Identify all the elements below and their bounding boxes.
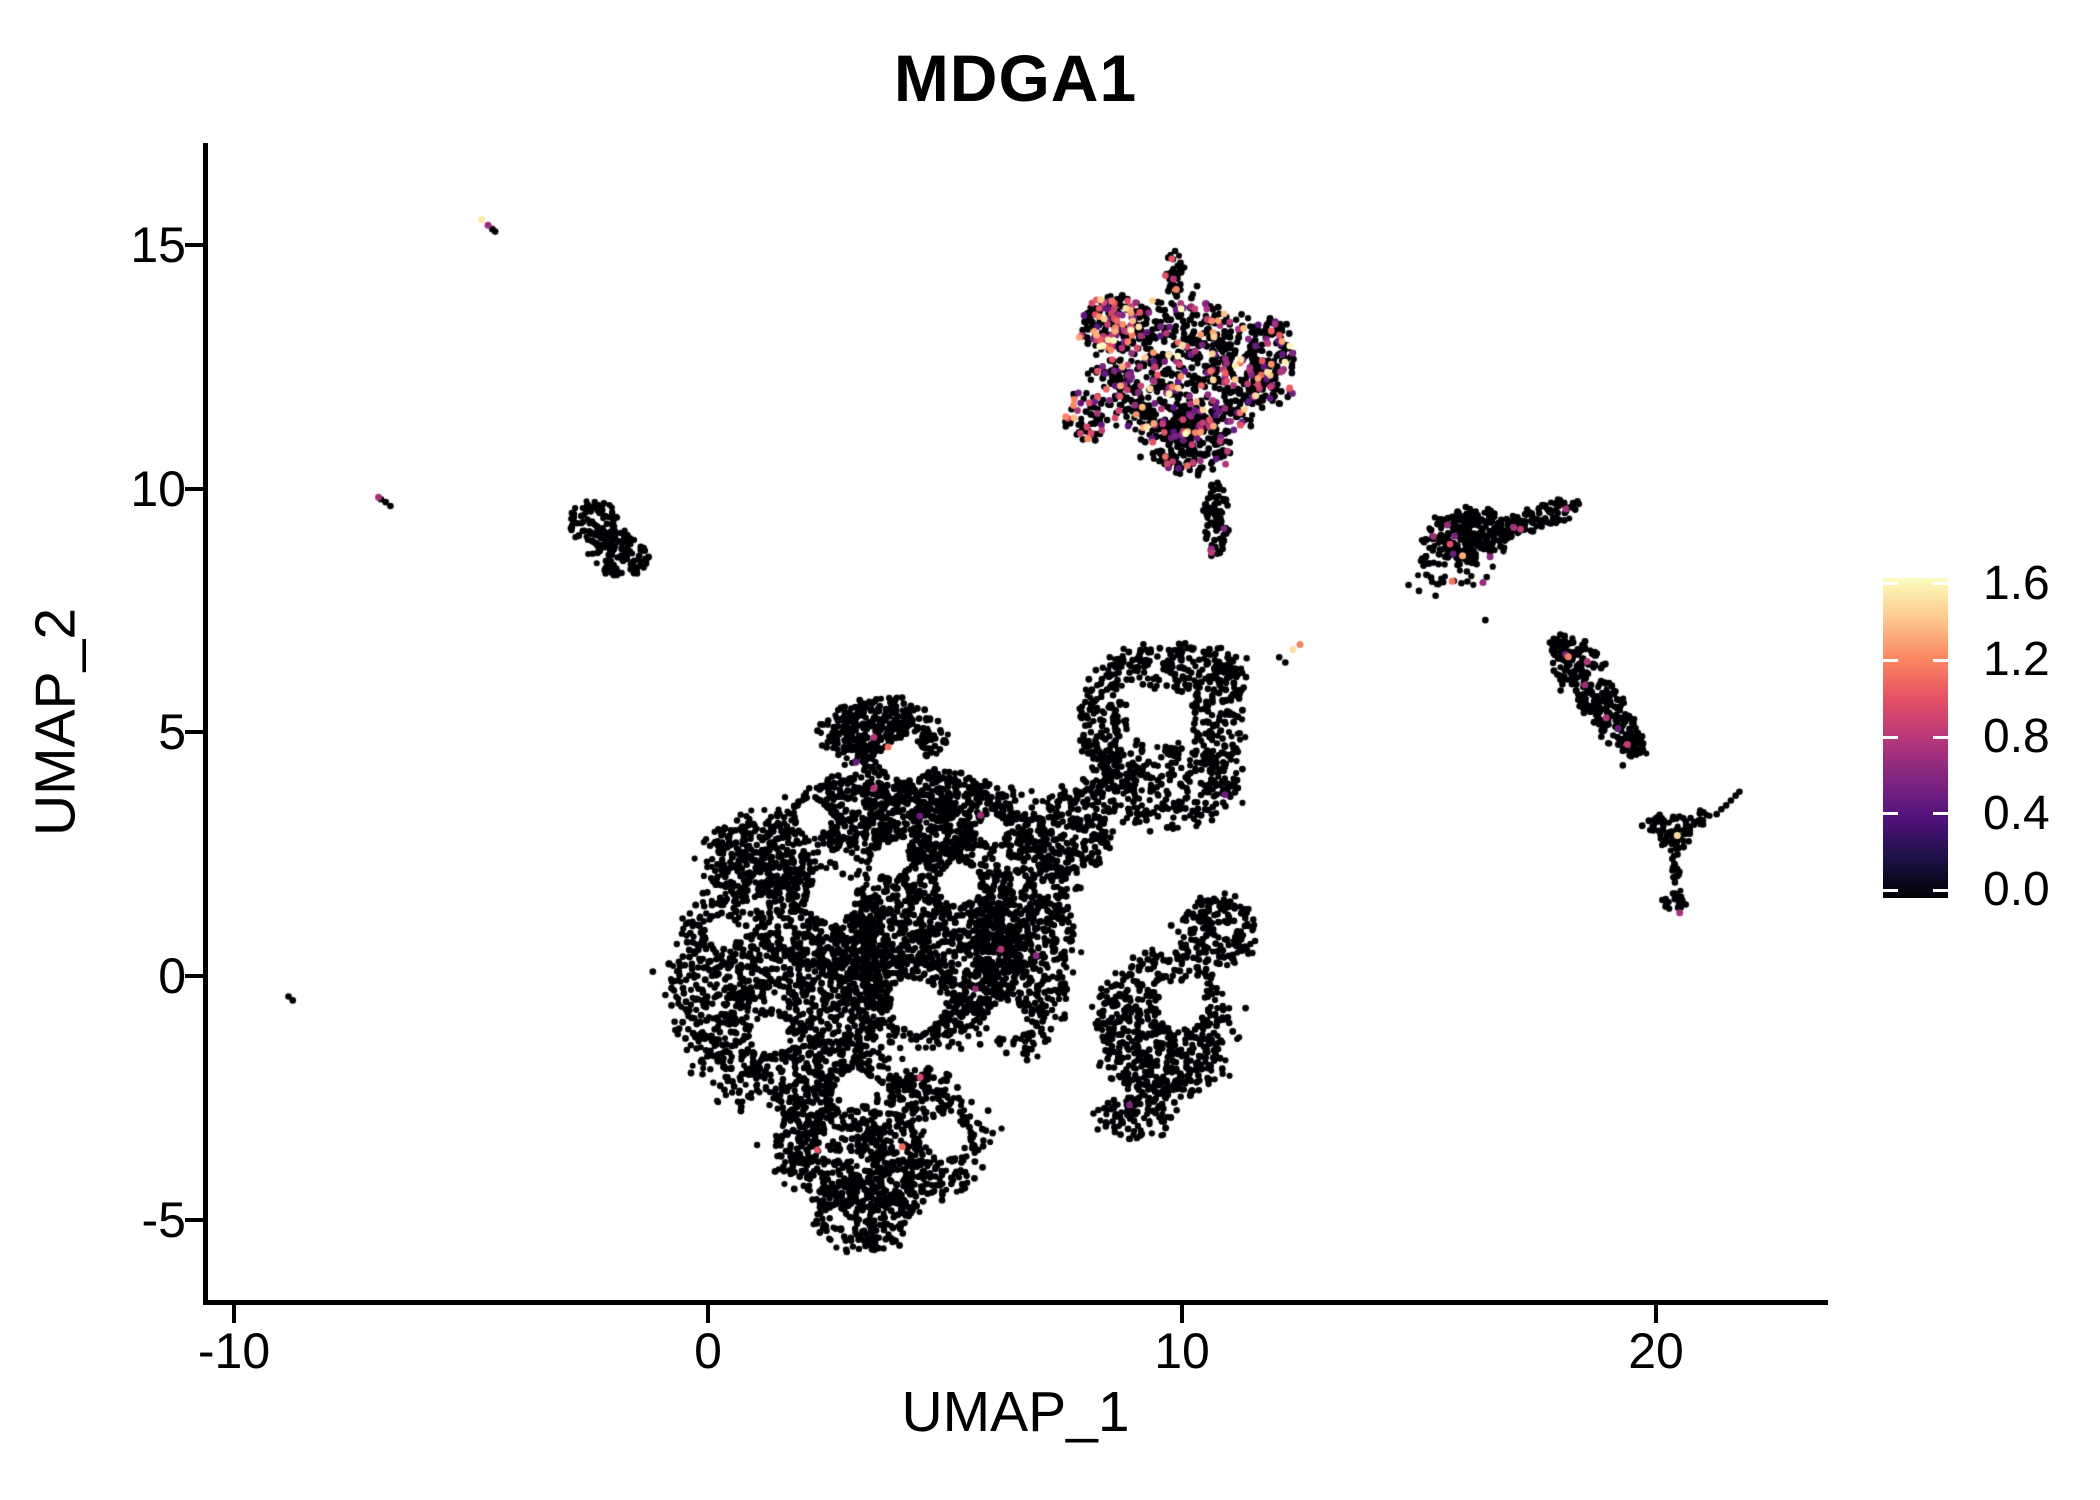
x-tick-label: 10 (1154, 1323, 1210, 1379)
x-axis-title: UMAP_1 (901, 1380, 1130, 1444)
y-tick-mark (185, 730, 203, 735)
colorbar-tick-mark (1883, 812, 1898, 816)
colorbar-tick-mark (1933, 658, 1948, 662)
colorbar-tick-label: 0.8 (1983, 710, 2050, 764)
y-axis-line (203, 143, 208, 1305)
x-axis-line (203, 1300, 1828, 1305)
colorbar-tick-label: 1.2 (1983, 633, 2050, 687)
x-tick-mark (706, 1304, 710, 1323)
colorbar-tick-mark (1933, 812, 1948, 816)
x-tick-mark (1654, 1304, 1658, 1323)
x-tick-label: 0 (694, 1323, 722, 1379)
colorbar-tick-mark (1933, 735, 1948, 739)
colorbar-tick-mark (1883, 658, 1898, 662)
colorbar-tick-mark (1883, 582, 1898, 586)
y-tick-mark (185, 974, 203, 978)
x-tick-mark (232, 1304, 236, 1323)
x-tick-label: -10 (197, 1323, 271, 1379)
y-axis-title: UMAP_2 (23, 607, 88, 836)
y-tick-label: -5 (141, 1191, 186, 1248)
colorbar-tick-label: 0.0 (1983, 863, 2050, 917)
y-tick-label: 0 (158, 948, 186, 1004)
colorbar-tick-mark (1933, 582, 1948, 586)
x-tick-mark (1180, 1304, 1184, 1323)
colorbar-tick-mark (1933, 888, 1948, 892)
y-tick-mark (185, 242, 203, 247)
colorbar-tick-label: 1.6 (1983, 556, 2050, 610)
y-tick-label: 5 (158, 704, 186, 761)
y-tick-label: 15 (130, 216, 186, 273)
x-tick-label: 20 (1628, 1323, 1684, 1379)
colorbar-tick-mark (1883, 735, 1898, 739)
y-tick-mark (185, 486, 203, 491)
colorbar-tick-mark (1883, 888, 1898, 892)
colorbar-tick-label: 0.4 (1983, 786, 2050, 840)
y-tick-mark (185, 1217, 203, 1222)
y-tick-label: 10 (130, 460, 186, 517)
